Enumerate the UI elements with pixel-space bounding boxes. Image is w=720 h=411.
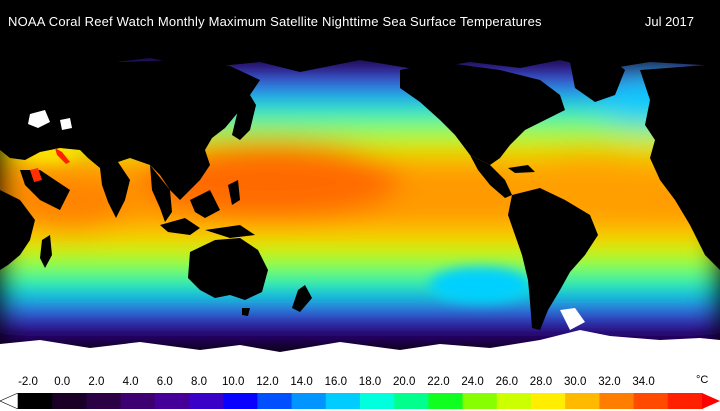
legend-tick-label: 0.0 — [54, 376, 71, 388]
legend-tick-label: 14.0 — [290, 376, 313, 388]
legend-color-swatch — [52, 393, 87, 409]
legend-color-swatch — [154, 393, 190, 409]
legend-tick-label: 26.0 — [495, 376, 518, 388]
legend-color-swatch — [189, 393, 224, 409]
legend-tick-label: 6.0 — [156, 376, 173, 388]
sst-map — [0, 40, 720, 373]
legend-color-swatch — [565, 393, 600, 409]
legend-tick-label: 10.0 — [222, 376, 245, 388]
legend-color-swatch — [428, 393, 464, 409]
legend-color-swatch — [223, 393, 258, 409]
legend-color-swatch — [291, 393, 327, 409]
legend-color-swatch — [120, 393, 156, 409]
legend-tick-label: 22.0 — [427, 376, 450, 388]
temperature-legend: -2.0 0.0 2.0 4.0 6.0 8.0 10.0 12.0 14.0 16.0 18.0 2… — [0, 373, 720, 411]
legend-unit: °C — [696, 374, 709, 386]
legend-color-swatch — [531, 393, 566, 409]
legend-color-swatch — [667, 393, 703, 409]
legend-tick-label: 16.0 — [324, 376, 347, 388]
legend-color-swatch — [599, 393, 635, 409]
legend-tick-label: 24.0 — [461, 376, 484, 388]
land-masses — [0, 40, 720, 330]
color-bar — [0, 393, 720, 409]
legend-tick-label: -2.0 — [18, 376, 38, 388]
legend-color-swatch — [86, 393, 122, 409]
legend-color-swatch — [257, 393, 293, 409]
map-title: NOAA Coral Reef Watch Monthly Maximum Sa… — [8, 14, 542, 29]
legend-tick-label: 12.0 — [256, 376, 279, 388]
legend-color-swatch — [496, 393, 532, 409]
legend-tick-label: 2.0 — [88, 376, 105, 388]
antarctica-ice — [0, 110, 720, 373]
legend-tick-label: 30.0 — [564, 376, 587, 388]
sst-map-graphic — [0, 40, 720, 373]
legend-color-swatch — [325, 393, 361, 409]
legend-arrow-max — [702, 393, 720, 409]
legend-tick-label: 4.0 — [122, 376, 139, 388]
legend-tick-label: 20.0 — [393, 376, 416, 388]
legend-color-swatch — [360, 393, 395, 409]
legend-tick-label: 28.0 — [529, 376, 553, 388]
legend-color-swatch — [394, 393, 429, 409]
legend-color-swatch — [633, 393, 669, 409]
legend-tick-label: 32.0 — [598, 376, 621, 388]
legend-arrow-min — [0, 393, 19, 409]
map-date: Jul 2017 — [644, 14, 694, 29]
legend-color-swatch — [18, 393, 53, 409]
legend-color-swatch — [462, 393, 498, 409]
legend-tick-label: 34.0 — [632, 376, 655, 388]
title-bar: NOAA Coral Reef Watch Monthly Maximum Sa… — [0, 0, 720, 40]
legend-tick-label: 8.0 — [191, 376, 207, 388]
legend-tick-label: 18.0 — [358, 376, 382, 388]
